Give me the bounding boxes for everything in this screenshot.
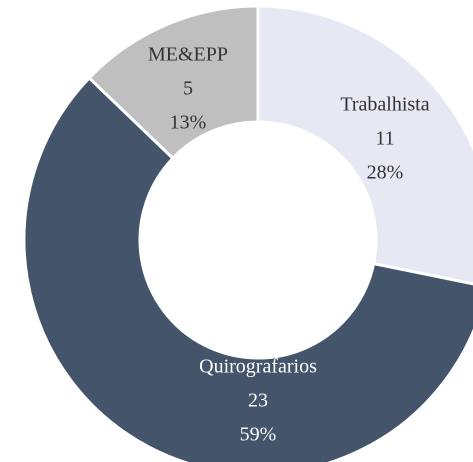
slice-value-label: 23	[248, 390, 268, 412]
slice-value-label: 5	[183, 78, 193, 100]
slice-percent-label: 28%	[367, 162, 404, 184]
slice-percent-label: 13%	[170, 112, 207, 134]
slice-category-label: Trabalhista	[340, 94, 429, 116]
donut-slice	[22, 75, 473, 462]
slice-percent-label: 59%	[240, 424, 277, 446]
slice-category-label: Quirografarios	[199, 356, 317, 378]
slice-value-label: 11	[375, 128, 394, 150]
donut-slice	[256, 4, 473, 286]
donut-slice	[87, 4, 260, 161]
slice-category-label: ME&EPP	[148, 44, 228, 66]
